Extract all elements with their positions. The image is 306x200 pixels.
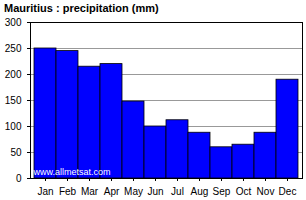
svg-text:Jul: Jul <box>171 186 184 197</box>
svg-text:May: May <box>124 186 143 197</box>
svg-text:100: 100 <box>5 121 22 132</box>
svg-text:Sep: Sep <box>213 186 231 197</box>
svg-text:Apr: Apr <box>104 186 120 197</box>
svg-text:Jun: Jun <box>147 186 163 197</box>
svg-text:0: 0 <box>16 173 22 184</box>
svg-text:www.allmetsat.com: www.allmetsat.com <box>33 167 111 177</box>
svg-text:Dec: Dec <box>279 186 297 197</box>
svg-text:50: 50 <box>10 147 22 158</box>
svg-text:Feb: Feb <box>59 186 77 197</box>
html-text:Mauritius : precipitation (mm): Mauritius : precipitation (mm) <box>4 2 159 14</box>
svg-text:Mar: Mar <box>81 186 99 197</box>
svg-text:Nov: Nov <box>257 186 275 197</box>
svg-text:150: 150 <box>5 95 22 106</box>
svg-text:200: 200 <box>5 69 22 80</box>
svg-text:300: 300 <box>5 17 22 28</box>
svg-text:250: 250 <box>5 43 22 54</box>
svg-text:Aug: Aug <box>191 186 209 197</box>
svg-text:Oct: Oct <box>236 186 252 197</box>
svg-text:Jan: Jan <box>37 186 53 197</box>
